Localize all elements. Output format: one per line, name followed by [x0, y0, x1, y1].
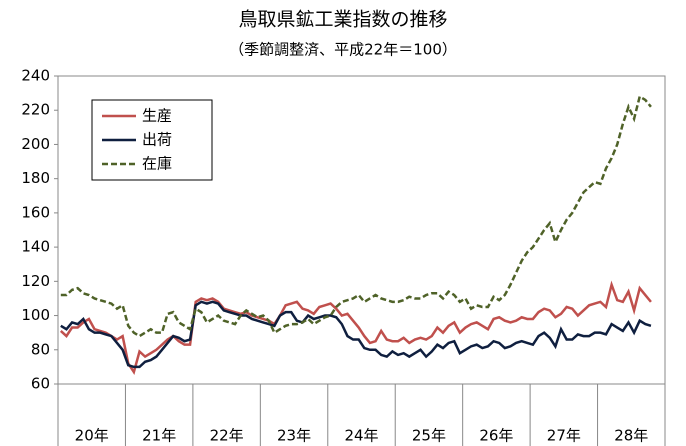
x-tick-label: 20年	[75, 427, 109, 445]
y-tick-label: 80	[31, 340, 50, 358]
chart-subtitle: （季節調整済、平成22年＝100）	[229, 41, 457, 59]
plot-frame	[57, 75, 666, 385]
legend-label: 出荷	[142, 131, 172, 149]
x-tick-label: 23年	[277, 427, 311, 445]
y-tick-label: 160	[21, 203, 50, 221]
y-tick-label: 120	[21, 272, 50, 290]
x-tick-label: 28年	[614, 427, 648, 445]
y-tick-label: 220	[21, 101, 50, 119]
x-tick-label: 21年	[142, 427, 176, 445]
legend-label: 在庫	[142, 155, 172, 173]
y-tick-label: 180	[21, 169, 50, 187]
series-line	[60, 94, 652, 338]
legend-label: 生産	[142, 107, 172, 125]
x-tick-label: 25年	[412, 427, 446, 445]
x-tick-label: 26年	[479, 427, 513, 445]
y-tick-label: 100	[21, 306, 50, 324]
y-tick-label: 140	[21, 238, 50, 256]
x-tick-label: 27年	[547, 427, 581, 445]
y-tick-label: 200	[21, 135, 50, 153]
series-line	[60, 300, 652, 369]
x-tick-label: 24年	[344, 427, 378, 445]
chart-title: 鳥取県鉱工業指数の推移	[238, 9, 447, 31]
series-line	[59, 280, 652, 376]
y-tick-label: 60	[31, 375, 50, 393]
x-tick-label: 22年	[210, 427, 244, 445]
y-tick-label: 240	[21, 67, 50, 85]
